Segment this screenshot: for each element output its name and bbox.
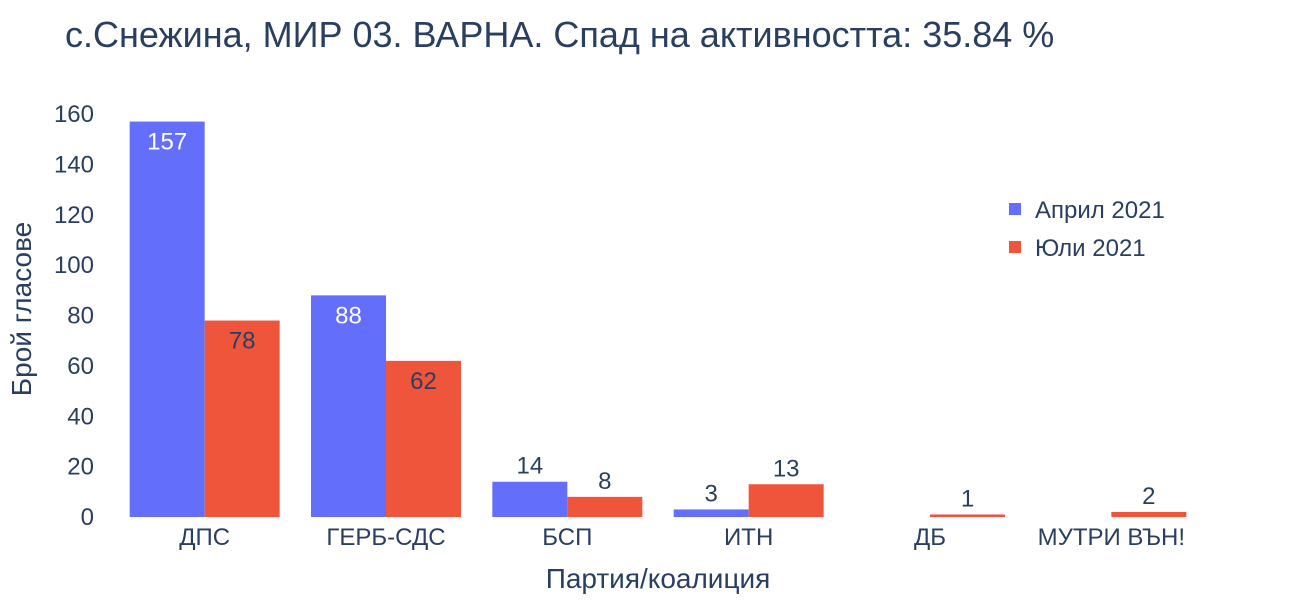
y-tick-label: 20 (67, 454, 94, 481)
bar[interactable] (748, 484, 824, 517)
bar-value-label: 1 (961, 485, 974, 512)
legend-label: Април 2021 (1035, 197, 1165, 224)
y-axis-ticks: 0 20 40 60 80 100 120 140 160 (54, 101, 94, 531)
bar[interactable] (567, 496, 643, 517)
bar-value-label: 14 (516, 453, 543, 480)
legend-item[interactable]: Април 2021 (1009, 197, 1165, 224)
bar[interactable] (1111, 511, 1187, 517)
y-tick-label: 140 (54, 151, 94, 178)
y-tick-label: 60 (67, 353, 94, 380)
x-tick-label: БСП (542, 524, 592, 551)
bar-value-label: 88 (335, 302, 362, 329)
bar[interactable] (204, 320, 280, 517)
x-axis-ticks: ДПС ГЕРБ-СДС БСП ИТН ДБ МУТРИ ВЪН! (179, 524, 1185, 551)
y-tick-label: 160 (54, 101, 94, 128)
x-tick-label: ДПС (179, 524, 230, 551)
y-tick-label: 80 (67, 303, 94, 330)
legend-label: Юли 2021 (1035, 235, 1146, 262)
bar-labels: 157 78 88 62 14 8 3 13 1 2 (147, 129, 1155, 513)
x-tick-label: ДБ (914, 524, 946, 551)
x-tick-label: МУТРИ ВЪН! (1038, 524, 1185, 551)
y-tick-label: 120 (54, 202, 94, 229)
x-tick-label: ГЕРБ-СДС (326, 524, 445, 551)
x-axis-title: Партия/коалиция (546, 563, 771, 594)
legend[interactable]: Април 2021 Юли 2021 (1009, 197, 1165, 262)
legend-item[interactable]: Юли 2021 (1009, 235, 1146, 262)
bar[interactable] (311, 295, 386, 517)
bar-value-label: 3 (704, 480, 717, 507)
bar[interactable] (129, 121, 205, 518)
bar-value-label: 8 (598, 468, 611, 495)
legend-swatch (1009, 203, 1021, 215)
x-tick-label: ИТН (724, 524, 773, 551)
y-tick-label: 0 (81, 504, 94, 531)
bar-value-label: 13 (773, 455, 800, 482)
y-axis-title: Брой гласове (6, 222, 37, 396)
bar-value-label: 157 (147, 129, 187, 156)
y-tick-label: 40 (67, 403, 94, 430)
bar-value-label: 2 (1142, 483, 1155, 510)
bar-value-label: 62 (410, 368, 437, 395)
y-tick-label: 100 (54, 252, 94, 279)
legend-swatch (1009, 241, 1021, 253)
bar-value-label: 78 (229, 328, 256, 355)
bar[interactable] (492, 481, 568, 517)
bar[interactable] (386, 360, 461, 517)
bar[interactable] (930, 514, 1005, 517)
bars (129, 121, 1187, 518)
chart-title: с.Снежина, МИР 03. ВАРНА. Спад на активн… (65, 14, 1055, 55)
bar[interactable] (673, 509, 749, 517)
